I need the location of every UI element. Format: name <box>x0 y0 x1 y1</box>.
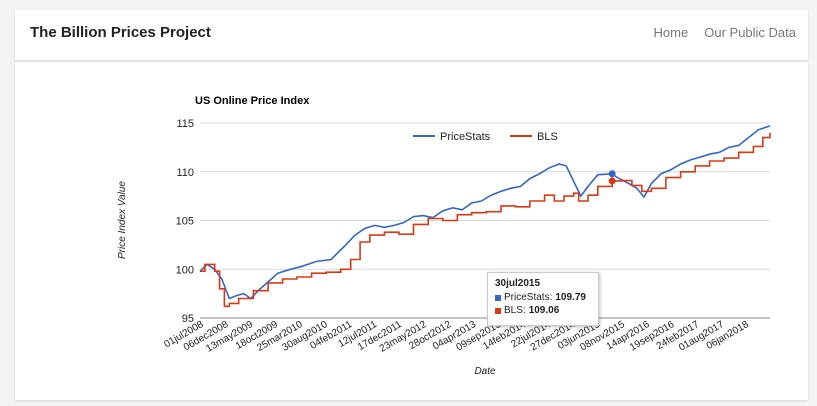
y-tick-label: 105 <box>176 216 194 228</box>
hover-point-pricestats <box>608 170 616 178</box>
y-axis-title: Price Index Value <box>117 181 128 259</box>
tooltip-row-bls: BLS: 109.06 <box>495 305 591 316</box>
navbar: The Billion Prices Project Home Our Publ… <box>15 10 808 60</box>
nav-link-public-data[interactable]: Our Public Data <box>704 25 796 40</box>
y-tick-label: 110 <box>176 167 194 179</box>
series-line-pricestats <box>199 125 771 300</box>
tooltip-swatch-pricestats <box>495 294 501 301</box>
chart-card: US Online Price Index 95 100 105 110 115 01jul… <box>15 62 808 400</box>
price-index-chart[interactable]: US Online Price Index9510010511011501jul… <box>15 62 808 400</box>
tooltip-label-pricestats: PriceStats: <box>504 292 553 303</box>
tooltip-value-pricestats: 109.79 <box>555 292 586 303</box>
tooltip-swatch-bls <box>495 307 501 314</box>
legend-label-bls: BLS <box>537 131 558 143</box>
chart-tooltip: 30jul2015 PriceStats: 109.79 BLS: 109.06 <box>487 272 599 326</box>
brand-title[interactable]: The Billion Prices Project <box>30 24 211 41</box>
tooltip-value-bls: 109.06 <box>528 305 560 316</box>
legend-label-pricestats: PriceStats <box>440 131 491 143</box>
nav-link-home[interactable]: Home <box>653 25 689 40</box>
chart-title: US Online Price Index <box>195 95 310 107</box>
tooltip-date: 30jul2015 <box>495 278 541 289</box>
hover-point-bls <box>608 177 616 185</box>
y-tick-label: 100 <box>176 264 194 276</box>
tooltip-label-bls: BLS: <box>504 305 526 316</box>
nav-links: Home Our Public Data <box>654 25 796 40</box>
tooltip-row-pricestats: PriceStats: 109.79 <box>495 292 591 303</box>
y-tick-label: 115 <box>176 118 194 130</box>
y-tick-label: 95 <box>182 313 194 325</box>
series-line-bls <box>200 132 771 308</box>
x-axis-title: Date <box>474 366 496 377</box>
